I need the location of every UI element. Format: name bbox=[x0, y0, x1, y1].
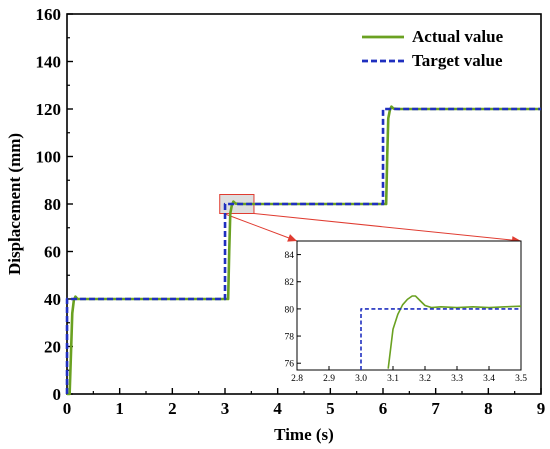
y-tick-label-2: 40 bbox=[44, 290, 61, 309]
inset-y-tick-label-4: 84 bbox=[285, 251, 295, 261]
x-tick-label-8: 8 bbox=[484, 399, 493, 418]
legend-label-actual: Actual value bbox=[412, 27, 504, 46]
x-tick-label-7: 7 bbox=[431, 399, 440, 418]
inset-x-tick-label-3: 3.1 bbox=[387, 374, 399, 384]
y-tick-label-8: 160 bbox=[36, 5, 62, 24]
inset-x-tick-label-7: 3.5 bbox=[515, 374, 527, 384]
zoom-connector-left bbox=[223, 213, 298, 242]
y-tick-label-7: 140 bbox=[36, 53, 62, 72]
y-tick-label-6: 120 bbox=[36, 100, 62, 119]
inset-x-tick-label-6: 3.4 bbox=[483, 374, 495, 384]
main-series-group bbox=[65, 105, 541, 396]
inset-x-tick-label-2: 3.0 bbox=[355, 374, 367, 384]
x-axis-title: Time (s) bbox=[274, 425, 334, 444]
y-tick-label-5: 100 bbox=[36, 148, 62, 167]
inset-y-tick-label-3: 82 bbox=[285, 278, 295, 288]
inset-plot-frame bbox=[296, 240, 522, 371]
inset-chart: 2.8 2.9 3.0 3.1 3.2 3.3 3.4 3.5 76 78 80 82 84 bbox=[285, 240, 528, 384]
x-tick-label-4: 4 bbox=[273, 399, 282, 418]
x-tick-label-2: 2 bbox=[168, 399, 177, 418]
x-tick-label-3: 3 bbox=[221, 399, 230, 418]
x-tick-label-6: 6 bbox=[379, 399, 388, 418]
inset-series-group bbox=[360, 295, 522, 370]
inset-x-tick-label-5: 3.3 bbox=[451, 374, 463, 384]
y-axis-title: Displacement (mm) bbox=[5, 133, 24, 275]
inset-series-line-target bbox=[360, 308, 521, 370]
inset-x-tick-label-0: 2.8 bbox=[291, 374, 303, 384]
y-tick-label-1: 20 bbox=[44, 338, 61, 357]
y-tick-label-0: 0 bbox=[53, 385, 62, 404]
series-line-target bbox=[65, 107, 541, 395]
zoom-connector-right bbox=[253, 213, 522, 242]
y-tick-label-3: 60 bbox=[44, 243, 61, 262]
inset-y-tick-label-0: 76 bbox=[285, 360, 295, 370]
legend: Actual value Target value bbox=[362, 27, 504, 70]
inset-x-tick-label-1: 2.9 bbox=[323, 374, 335, 384]
inset-tick-labels: 2.8 2.9 3.0 3.1 3.2 3.3 3.4 3.5 76 78 80 82 84 bbox=[285, 251, 528, 384]
inset-y-tick-label-1: 78 bbox=[285, 333, 295, 343]
inset-x-tick-label-4: 3.2 bbox=[419, 374, 431, 384]
x-tick-label-5: 5 bbox=[326, 399, 335, 418]
x-tick-label-0: 0 bbox=[63, 399, 72, 418]
inset-y-tick-label-2: 80 bbox=[285, 305, 295, 315]
x-tick-label-1: 1 bbox=[115, 399, 124, 418]
y-tick-label-4: 80 bbox=[44, 195, 61, 214]
x-tick-label-9: 9 bbox=[537, 399, 546, 418]
legend-label-target: Target value bbox=[412, 51, 503, 70]
zoom-arrow-left bbox=[287, 234, 297, 242]
